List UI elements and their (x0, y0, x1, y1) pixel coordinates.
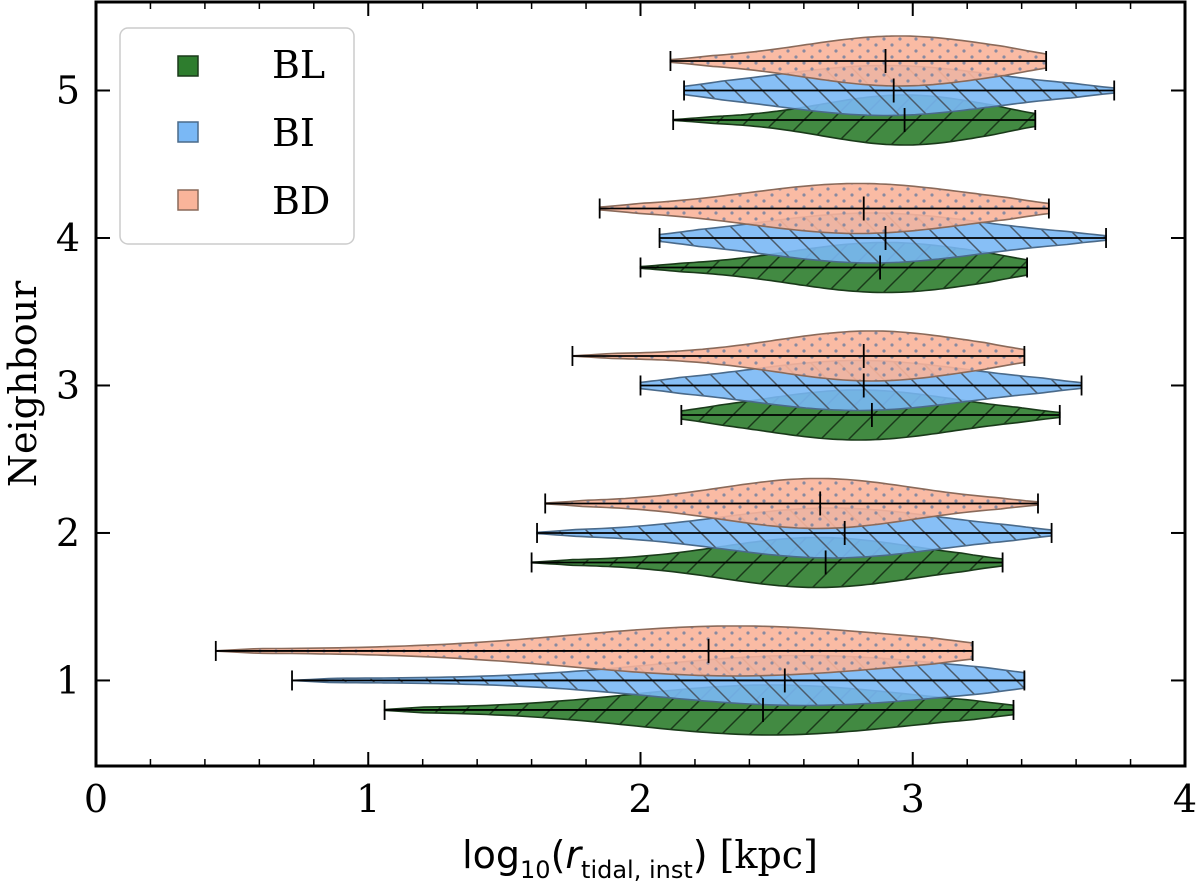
y-tick-label: 4 (56, 216, 80, 260)
legend-label-bd: BD (272, 179, 330, 223)
x-tick-label: 2 (628, 777, 652, 821)
tick-layer: 0 1 2 3 4 1 2 3 4 5 (56, 2, 1197, 821)
legend-swatch-bd (177, 189, 199, 211)
y-tick-label: 3 (56, 363, 80, 407)
legend-label-bl: BL (272, 43, 325, 87)
y-tick-label: 2 (56, 511, 80, 555)
legend: BL BI BD (119, 27, 355, 245)
y-tick-label: 5 (56, 68, 80, 112)
y-axis-title: Neighbour (1, 280, 45, 487)
x-axis-title-var: r (565, 833, 583, 877)
x-tick-label: 3 (901, 777, 925, 821)
x-axis-title: log10(rtidal, inst) [kpc] (462, 833, 818, 884)
svg-text:log10(rtidal, inst)[kpc]: log10(rtidal, inst) [kpc] (462, 833, 818, 884)
x-axis-title-base: 10 (520, 856, 551, 884)
x-axis-title-var-sub: tidal, inst (581, 856, 693, 884)
legend-swatch-bl (177, 55, 199, 77)
x-axis-title-unit: [kpc] (720, 833, 818, 877)
legend-label-bi: BI (272, 111, 315, 155)
x-axis-title-main: log (462, 833, 520, 877)
legend-swatch-bi (177, 121, 199, 143)
x-tick-label: 4 (1173, 777, 1197, 821)
x-tick-label: 1 (356, 777, 380, 821)
x-tick-label: 0 (84, 777, 108, 821)
errorbar-layer (214, 48, 1116, 722)
y-tick-label: 1 (56, 658, 80, 702)
